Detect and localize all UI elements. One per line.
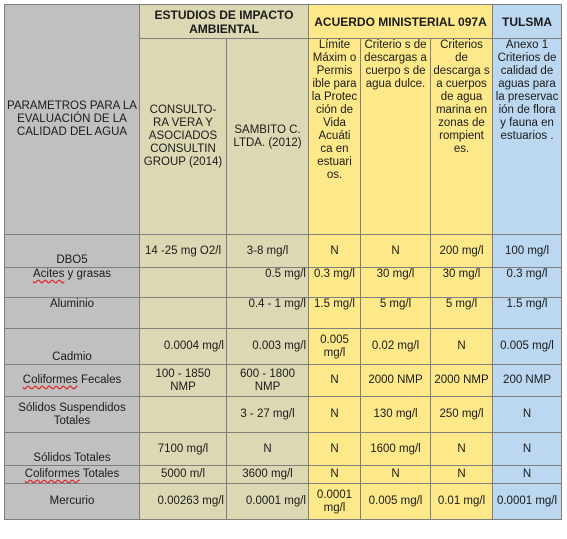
- consultora-cell: 14 -25 mg O2/l: [139, 234, 227, 268]
- consultora-cell: 0.0004 mg/l: [139, 328, 227, 365]
- marina-cell: 5 mg/l: [429, 297, 494, 329]
- sambito-cell: 0.5 mg/l: [226, 267, 309, 298]
- agua-marina-header: Criterios de descarga s a cuerpos de agu…: [429, 38, 494, 235]
- consultora-cell: 0.00263 mg/l: [139, 483, 227, 520]
- tulsma-cell: 0.0001 mg/l: [492, 483, 563, 520]
- tulsma-cell: 1.5 mg/l: [492, 297, 563, 329]
- param-cell: Sólidos Totales: [4, 432, 140, 466]
- param-cell: Acites y grasas: [4, 267, 140, 298]
- param-cell: DBO5: [4, 234, 140, 268]
- limite-cell: N: [308, 364, 361, 397]
- table-row: Coliformes Fecales 100 - 1850 NMP 600 - …: [4, 364, 563, 397]
- dulce-cell: 30 mg/l: [360, 267, 431, 298]
- marina-cell: 250 mg/l: [429, 396, 494, 433]
- dulce-cell: 130 mg/l: [360, 396, 431, 433]
- param-cell: Sólidos Suspendidos Totales: [4, 396, 140, 433]
- limite-cell: N: [308, 465, 361, 484]
- marina-cell: N: [429, 465, 494, 484]
- param-header: PARAMETROS PARA LA EVALUACIÓN DE LA CALI…: [4, 4, 140, 235]
- param-cell: Coliformes Totales: [4, 465, 140, 484]
- tulsma-cell: 100 mg/l: [492, 234, 563, 268]
- table-row: DBO5 14 -25 mg O2/l 3-8 mg/l N N 200 mg/…: [4, 234, 563, 268]
- limite-cell: N: [308, 432, 361, 466]
- dulce-cell: 0.005 mg/l: [360, 483, 431, 520]
- sambito-cell: 0.0001 mg/l: [226, 483, 309, 520]
- table-row: Aluminio 0.4 - 1 mg/l 1.5 mg/l 5 mg/l 5 …: [4, 297, 563, 329]
- limite-cell: 0.005 mg/l: [308, 328, 361, 365]
- param-cell: Cadmio: [4, 328, 140, 365]
- dulce-cell: 2000 NMP: [360, 364, 431, 397]
- acuerdo-group-header: ACUERDO MINISTERIAL 097A: [307, 4, 494, 39]
- tulsma-cell: 0.005 mg/l: [492, 328, 563, 365]
- param-word: Coliformes: [22, 374, 78, 386]
- table-row: Sólidos Totales 7100 mg/l N N 1600 mg/l …: [4, 432, 563, 466]
- param-rest: Fecales: [77, 374, 122, 386]
- limite-cell: N: [308, 234, 361, 268]
- consultora-cell: 7100 mg/l: [139, 432, 227, 466]
- table-row: Mercurio 0.00263 mg/l 0.0001 mg/l 0.0001…: [4, 483, 563, 520]
- consultora-cell: 100 - 1850 NMP: [139, 364, 227, 397]
- table-row: Acites y grasas 0.5 mg/l 0.3 mg/l 30 mg/…: [4, 267, 563, 298]
- marina-cell: N: [429, 432, 494, 466]
- tulsma-cell: N: [492, 396, 563, 433]
- tulsma-cell: N: [492, 465, 563, 484]
- sambito-cell: 3600 mg/l: [226, 465, 309, 484]
- marina-cell: 2000 NMP: [429, 364, 494, 397]
- marina-cell: 0.01 mg/l: [429, 483, 494, 520]
- dulce-cell: 1600 mg/l: [360, 432, 431, 466]
- param-word: Coliformes: [24, 468, 80, 480]
- dulce-cell: N: [360, 465, 431, 484]
- marina-cell: 200 mg/l: [429, 234, 494, 268]
- sambito-cell: 3 - 27 mg/l: [226, 396, 309, 433]
- consultora-cell: 5000 m/l: [139, 465, 227, 484]
- water-quality-table: PARAMETROS PARA LA EVALUACIÓN DE LA CALI…: [4, 4, 563, 520]
- consultora-header: CONSULTO-RA VERA Y ASOCIADOS CONSULTIN G…: [139, 38, 227, 235]
- limite-cell: 1.5 mg/l: [308, 297, 361, 329]
- sambito-cell: 0.003 mg/l: [226, 328, 309, 365]
- limite-estuarios-header: Límite Máxim o Permis ible para la Prote…: [308, 38, 361, 235]
- marina-cell: 30 mg/l: [429, 267, 494, 298]
- table-row: Cadmio 0.0004 mg/l 0.003 mg/l 0.005 mg/l…: [4, 328, 563, 365]
- param-rest: y grasas: [64, 268, 111, 281]
- sambito-cell: 0.4 - 1 mg/l: [226, 297, 309, 329]
- sambito-cell: 600 - 1800 NMP: [226, 364, 309, 397]
- limite-cell: 0.0001 mg/l: [308, 483, 361, 520]
- dulce-cell: N: [360, 234, 431, 268]
- eia-group-header: ESTUDIOS DE IMPACTO AMBIENTAL: [139, 4, 309, 39]
- table-row: Coliformes Totales 5000 m/l 3600 mg/l N …: [4, 465, 563, 484]
- param-rest: Totales: [79, 468, 120, 480]
- param-cell: Aluminio: [4, 297, 140, 329]
- sambito-header: SAMBITO C. LTDA. (2012): [226, 38, 309, 235]
- consultora-cell: [139, 267, 227, 298]
- tulsma-cell: N: [492, 432, 563, 466]
- sambito-cell: 3-8 mg/l: [226, 234, 309, 268]
- consultora-cell: [139, 297, 227, 329]
- table-row: Sólidos Suspendidos Totales 3 - 27 mg/l …: [4, 396, 563, 433]
- tulsma-header: Anexo 1 Criterios de calidad de aguas pa…: [492, 38, 563, 235]
- agua-dulce-header: Criterio s de descargas a cuerpo s de ag…: [360, 38, 431, 235]
- tulsma-cell: 0.3 mg/l: [492, 267, 563, 298]
- dulce-cell: 5 mg/l: [360, 297, 431, 329]
- dulce-cell: 0.02 mg/l: [360, 328, 431, 365]
- sambito-cell: N: [226, 432, 309, 466]
- param-cell: Coliformes Fecales: [4, 364, 140, 397]
- param-cell: Mercurio: [4, 483, 140, 520]
- tulsma-cell: 200 NMP: [492, 364, 563, 397]
- limite-cell: N: [308, 396, 361, 433]
- param-word: Acites: [33, 268, 65, 281]
- marina-cell: N: [429, 328, 494, 365]
- tulsma-group-header: TULSMA: [492, 4, 563, 39]
- limite-cell: 0.3 mg/l: [308, 267, 361, 298]
- consultora-cell: [139, 396, 227, 433]
